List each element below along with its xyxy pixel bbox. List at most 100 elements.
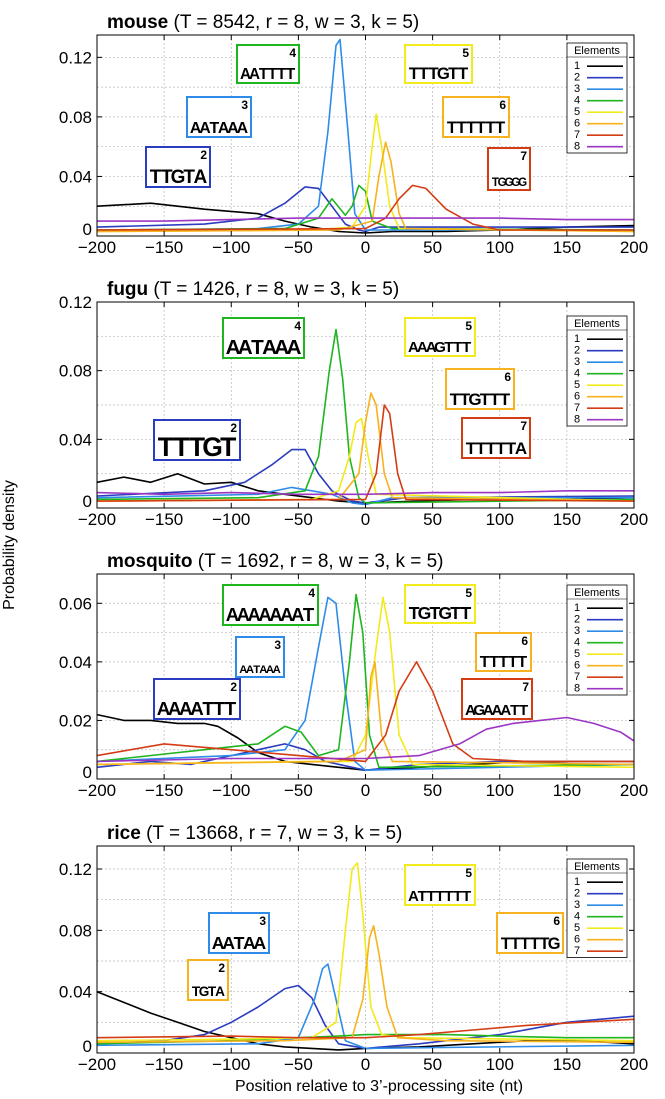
motif-box: [187, 959, 229, 1001]
motif-letter: A: [194, 167, 208, 188]
motif-letter: T: [303, 604, 315, 625]
motif-letter: T: [447, 119, 457, 137]
legend-label: 8: [574, 414, 580, 426]
panel-fugu: −200 −150 −100 −50 0 50 100 150 200 0 0.04 0.08 0.12…: [59, 279, 648, 529]
series-line-1: [96, 990, 635, 1051]
legend-title: Elements: [574, 45, 620, 57]
motif-number: 5: [462, 46, 469, 60]
legend-label: 6: [574, 118, 580, 130]
motif-letter: A: [269, 604, 282, 625]
motif-box: [461, 417, 531, 459]
motif-number: 6: [504, 370, 511, 384]
x-tick-label: −200: [78, 238, 116, 257]
y-tick-label: 0.04: [59, 653, 92, 672]
motif-number: 5: [465, 586, 472, 600]
x-tick-label: 0: [361, 238, 370, 257]
motif-letter: A: [237, 604, 250, 625]
grid: [96, 846, 635, 1053]
motif-box: [404, 44, 473, 84]
motif-letter: A: [248, 604, 261, 625]
legend-label: 3: [574, 83, 580, 95]
y-tick-label: 0: [83, 220, 92, 239]
motif-letter: T: [453, 339, 463, 356]
motif-letter: T: [444, 888, 454, 905]
legend-label: 3: [574, 899, 580, 911]
motif-number: 2: [218, 961, 225, 975]
panel-title-species: mouse: [107, 12, 168, 33]
series-line-6: [96, 924, 635, 1044]
legend-label: 6: [574, 391, 580, 403]
motif-letter: G: [199, 984, 210, 999]
motif-letter: A: [258, 604, 271, 625]
motif-letter: T: [495, 119, 505, 137]
motif-letter: T: [253, 664, 260, 676]
motif-letter: G: [171, 167, 186, 188]
motif-letter: A: [426, 339, 437, 356]
motif-letter: G: [504, 176, 513, 189]
motif-letter: T: [251, 336, 264, 359]
motif-box: [445, 368, 515, 410]
y-tick-label: 0.02: [59, 711, 92, 730]
x-tick-label: 200: [620, 1055, 648, 1074]
panel-title-params: (T = 1426, r = 8, w = 3, k = 5): [148, 279, 399, 300]
motif-box: [153, 678, 241, 720]
x-tick-label: 150: [553, 781, 581, 800]
motif-number: 6: [553, 914, 560, 928]
legend-label: 3: [574, 356, 580, 368]
motif-letter: A: [239, 664, 247, 676]
panel-mosquito: −200 −150 −100 −50 0 50 100 150 200 0 0.02 0.04 0.06…: [59, 551, 648, 800]
motif-letter: T: [520, 935, 530, 953]
motif-letter: A: [218, 120, 230, 137]
motif-box: [236, 44, 300, 84]
legend-label: 7: [574, 671, 580, 683]
panel-title-params: (T = 13668, r = 7, w = 3, k = 5): [141, 823, 403, 844]
motif-box: [145, 146, 211, 188]
y-tick-label: 0.04: [59, 167, 92, 186]
motif-letter: T: [150, 167, 162, 188]
motif-letter: T: [448, 64, 459, 83]
panel-title: rice (T = 13668, r = 7, w = 3, k = 5): [107, 823, 402, 844]
motif-letter: G: [468, 390, 481, 409]
motif-letter: T: [476, 119, 486, 137]
x-tick-label: −150: [145, 781, 183, 800]
motif-letter: T: [485, 119, 495, 137]
panel-title: fugu (T = 1426, r = 8, w = 3, k = 5): [107, 279, 399, 300]
x-tick-label: −200: [78, 510, 116, 529]
motif-letter: T: [435, 888, 445, 905]
legend-label: 4: [574, 911, 580, 923]
motif-letter: T: [220, 432, 236, 462]
motif-box: [208, 912, 270, 954]
x-tick-label: 200: [620, 238, 648, 257]
y-tick-label: 0.08: [59, 921, 92, 940]
motif-letter: A: [190, 699, 204, 720]
motif-letter: G: [473, 702, 485, 719]
legend-label: 7: [574, 129, 580, 141]
motif-letter: T: [161, 167, 173, 188]
panel-title-species: fugu: [107, 279, 148, 300]
series-line-8: [96, 490, 634, 496]
motif-letter: T: [418, 888, 428, 905]
series-line-6: [96, 392, 635, 502]
motif-letter: G: [434, 339, 446, 356]
motif-box: [475, 632, 532, 672]
panel-title-species: mosquito: [107, 551, 193, 572]
motif-letter: A: [238, 336, 253, 359]
x-tick-label: 200: [620, 510, 648, 529]
motif-letter: G: [511, 176, 520, 189]
motif-number: 7: [520, 419, 527, 433]
legend-label: 7: [574, 945, 580, 957]
motif-letter: T: [208, 984, 217, 999]
x-tick-label: −200: [78, 781, 116, 800]
x-axis-label: Position relative to 3’-processing site …: [235, 1078, 523, 1095]
motif-letter: A: [280, 604, 293, 625]
motif-letter: A: [262, 336, 277, 359]
panel-title: mosquito (T = 1692, r = 8, w = 3, k = 5): [107, 551, 444, 572]
x-tick-label: −100: [212, 781, 250, 800]
legend-label: 2: [574, 614, 580, 626]
motif-box: [153, 419, 241, 461]
